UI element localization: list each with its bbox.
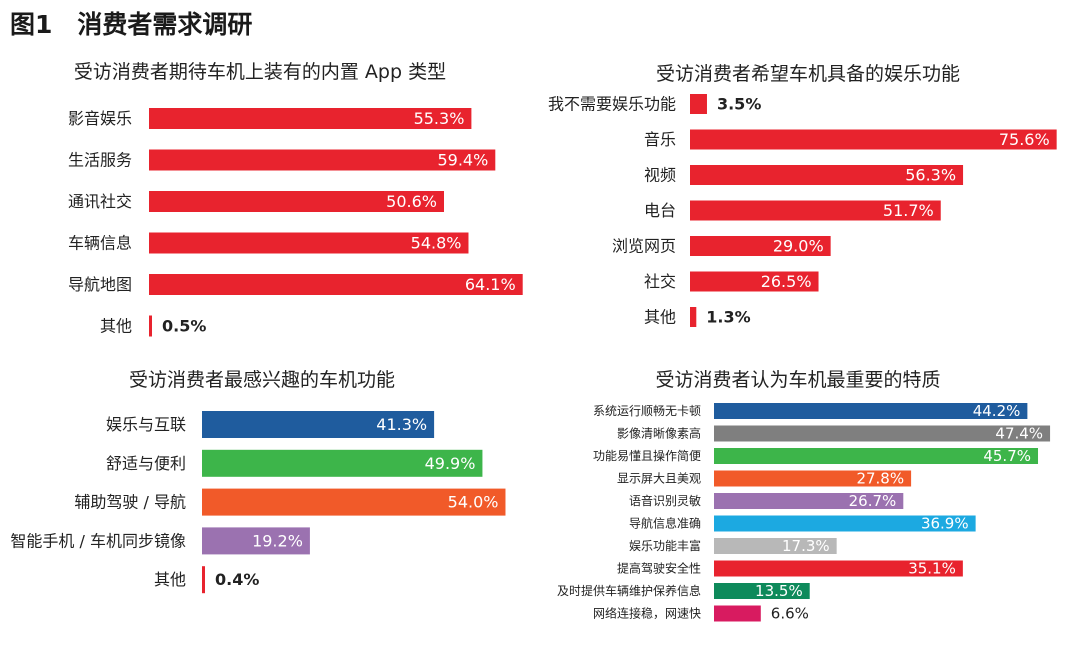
figure-title: 图1 消费者需求调研	[10, 10, 252, 39]
bar	[714, 493, 904, 509]
bar	[149, 108, 472, 129]
category-label: 语音识别灵敏	[629, 493, 701, 508]
chart-title-interesting: 受访消费者最感兴趣的车机功能	[129, 369, 395, 391]
bar	[202, 527, 310, 555]
bar	[690, 307, 697, 327]
chart-title-entertainment: 受访消费者希望车机具备的娱乐功能	[656, 63, 960, 85]
value-label: 44.2%	[973, 402, 1021, 420]
bar	[149, 274, 523, 295]
value-label: 1.3%	[706, 308, 750, 327]
category-label: 导航地图	[68, 275, 132, 294]
category-label: 舒适与便利	[106, 454, 186, 473]
category-label: 网络连接稳，网速快	[593, 606, 701, 621]
bar	[202, 411, 435, 438]
value-label: 35.1%	[908, 560, 956, 578]
chart-title-qualities: 受访消费者认为车机最重要的特质	[655, 369, 940, 391]
bar	[149, 191, 444, 212]
category-label: 车辆信息	[68, 234, 132, 253]
value-label: 50.6%	[386, 192, 437, 211]
value-label: 17.3%	[782, 537, 830, 555]
category-label: 影音娱乐	[68, 109, 132, 128]
value-label: 36.9%	[921, 515, 969, 533]
category-label: 社交	[644, 272, 676, 291]
value-label: 0.4%	[215, 570, 259, 589]
value-label: 51.7%	[883, 201, 934, 220]
category-label: 其他	[100, 317, 132, 336]
bar	[690, 165, 964, 185]
value-label: 75.6%	[999, 130, 1050, 149]
bar	[202, 566, 205, 594]
chart-entertainment-features: 受访消费者希望车机具备的娱乐功能 我不需要娱乐功能 3.5% 音乐 75.6% 视频 56…	[548, 63, 1057, 327]
value-label: 0.5%	[162, 317, 206, 336]
bar	[202, 449, 483, 477]
bar	[714, 583, 810, 599]
value-label: 54.8%	[411, 234, 462, 253]
bar	[690, 271, 819, 292]
bar	[714, 605, 761, 622]
value-label: 45.7%	[983, 447, 1031, 465]
value-label: 19.2%	[252, 531, 303, 550]
chart-app-types: 受访消费者期待车机上装有的内置 App 类型 影音娱乐 55.3% 生活服务 59.4…	[68, 61, 523, 337]
category-label: 功能易懂且操作简便	[593, 448, 701, 463]
category-label: 智能手机 / 车机同步镜像	[10, 531, 186, 550]
bar	[690, 129, 1057, 150]
value-label: 64.1%	[465, 275, 516, 294]
category-label: 视频	[644, 166, 676, 185]
value-label: 26.5%	[761, 272, 812, 291]
value-label: 54.0%	[448, 493, 499, 512]
value-label: 27.8%	[856, 470, 904, 488]
value-label: 56.3%	[905, 166, 956, 185]
category-label: 系统运行顺畅无卡顿	[593, 404, 701, 418]
bar	[714, 560, 963, 577]
value-label: 55.3%	[414, 109, 465, 128]
bar	[714, 425, 1051, 442]
value-label: 13.5%	[755, 582, 803, 600]
bar	[149, 149, 496, 171]
value-label: 59.4%	[437, 151, 488, 170]
category-label: 显示屏大且美观	[617, 472, 701, 486]
value-label: 41.3%	[376, 415, 427, 434]
category-label: 导航信息准确	[629, 516, 701, 531]
value-label: 49.9%	[425, 454, 476, 473]
bar	[149, 315, 152, 337]
category-label: 音乐	[644, 130, 676, 149]
category-label: 电台	[644, 201, 676, 220]
category-label: 娱乐与互联	[106, 415, 186, 434]
value-label: 29.0%	[773, 237, 824, 256]
bar	[714, 470, 912, 487]
category-label: 娱乐功能丰富	[629, 538, 701, 553]
bar	[149, 232, 469, 254]
category-label: 影像清晰像素高	[617, 426, 701, 441]
bar	[714, 403, 1028, 419]
category-label: 其他	[154, 570, 186, 589]
bar	[690, 94, 707, 114]
category-label: 生活服务	[68, 151, 132, 170]
bar	[714, 515, 976, 532]
bar	[714, 538, 837, 554]
chart-interesting-features: 受访消费者最感兴趣的车机功能 娱乐与互联 41.3% 舒适与便利 49.9% 辅助驾驶 …	[10, 369, 506, 594]
value-label: 26.7%	[849, 492, 897, 510]
category-label: 及时提供车辆维护保养信息	[557, 583, 701, 598]
bar	[690, 200, 941, 221]
bar	[690, 236, 831, 256]
chart-important-qualities: 受访消费者认为车机最重要的特质 系统运行顺畅无卡顿 44.2% 影像清晰像素高 47.…	[557, 369, 1051, 623]
bar	[202, 488, 506, 516]
category-label: 通讯社交	[68, 192, 132, 211]
value-label: 3.5%	[717, 95, 761, 114]
category-label: 提高驾驶安全性	[617, 561, 701, 576]
bar	[714, 448, 1039, 464]
value-label: 47.4%	[995, 425, 1043, 443]
category-label: 我不需要娱乐功能	[548, 95, 676, 114]
category-label: 浏览网页	[612, 237, 676, 256]
category-label: 辅助驾驶 / 导航	[74, 493, 186, 512]
chart-title-app-types: 受访消费者期待车机上装有的内置 App 类型	[74, 61, 446, 83]
value-label: 6.6%	[771, 605, 809, 623]
category-label: 其他	[644, 308, 676, 327]
